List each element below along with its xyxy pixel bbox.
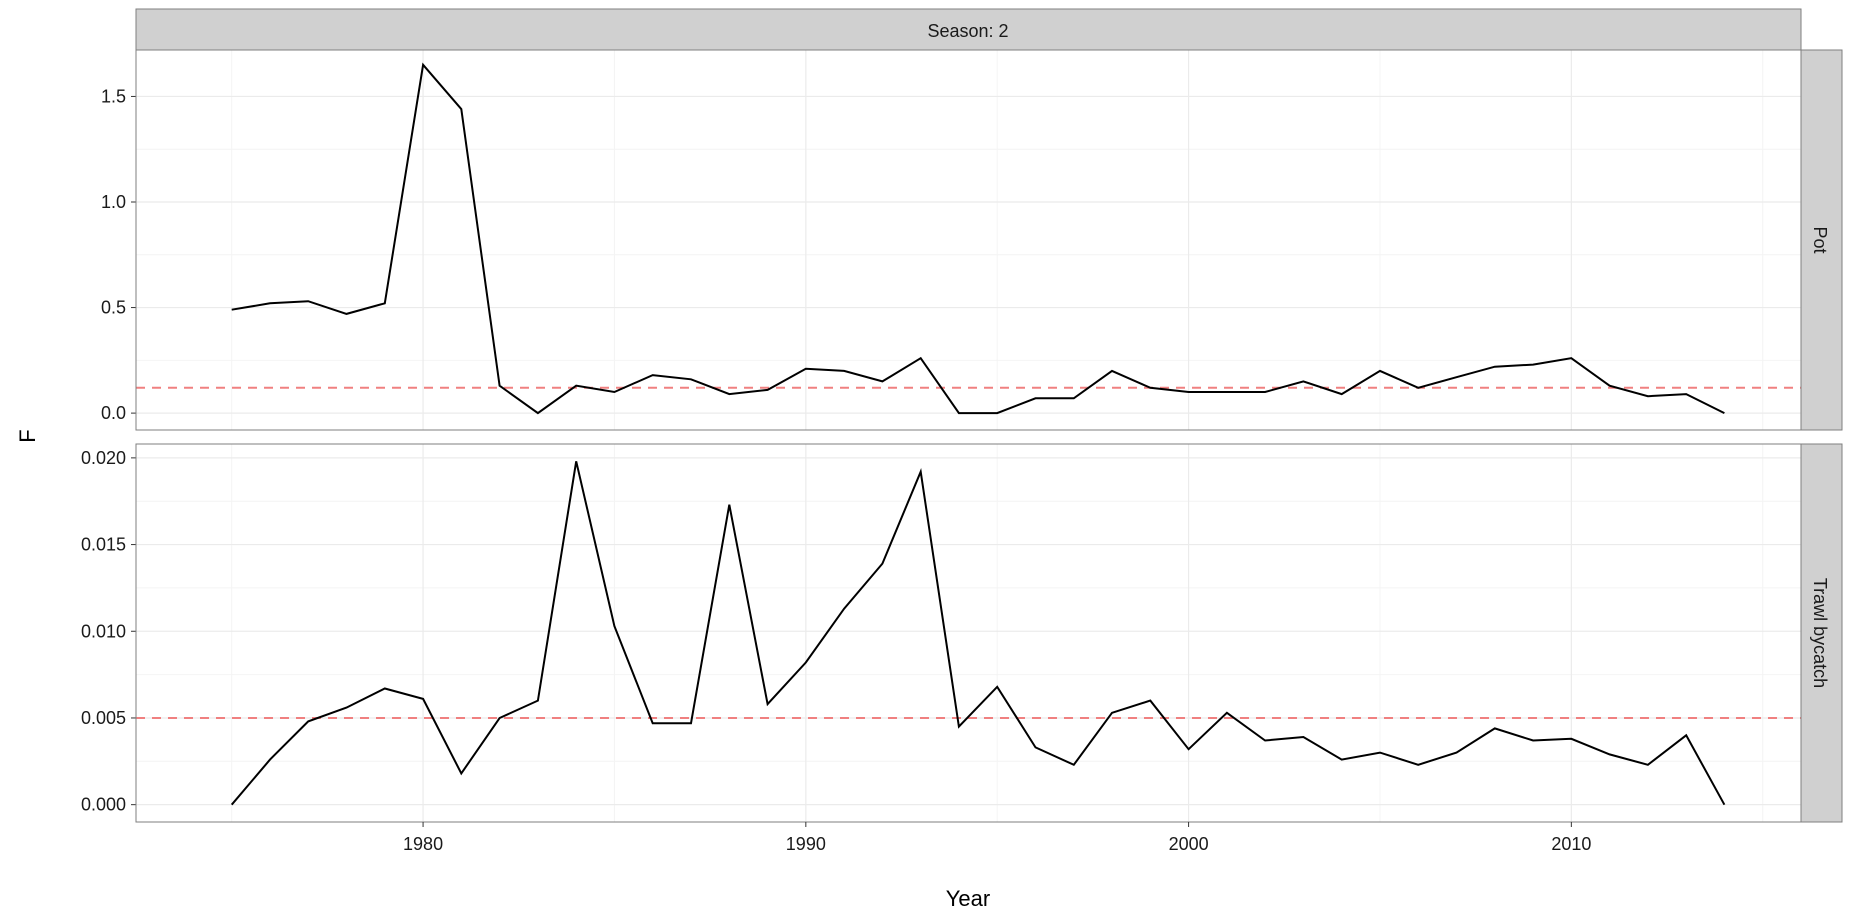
x-tick-label: 2010 xyxy=(1551,834,1591,854)
panel-label-trawl-bycatch: Trawl bycatch xyxy=(1810,578,1830,688)
x-axis-ticks: 1980 1990 2000 2010 xyxy=(403,822,1591,854)
facet-title: Season: 2 xyxy=(927,21,1008,41)
x-axis-title: Year xyxy=(946,886,990,911)
panel-pot: 0.0 0.5 1.0 1.5 xyxy=(101,49,1802,431)
panel-label-pot: Pot xyxy=(1810,226,1830,253)
facet-strip-right-trawl xyxy=(1800,443,1843,823)
y-tick-label: 0.5 xyxy=(101,298,126,318)
y-tick-label: 1.5 xyxy=(101,86,126,106)
y-tick-label: 1.0 xyxy=(101,192,126,212)
y-tick-label: 0.000 xyxy=(81,795,126,815)
facet-strip-right-pot xyxy=(1800,49,1843,431)
y-tick-label: 0.0 xyxy=(101,403,126,423)
series-line xyxy=(231,62,1725,415)
y-axis-title: F xyxy=(15,429,40,442)
x-tick-label: 2000 xyxy=(1169,834,1209,854)
y-tick-label: 0.020 xyxy=(81,448,126,468)
x-tick-label: 1990 xyxy=(786,834,826,854)
panel-background xyxy=(136,50,1801,430)
y-tick-label: 0.005 xyxy=(81,708,126,728)
x-tick-label: 1980 xyxy=(403,834,443,854)
y-tick-label: 0.010 xyxy=(81,621,126,641)
y-tick-label: 0.015 xyxy=(81,535,126,555)
facet-strip-top xyxy=(135,8,1802,51)
panel-trawl-bycatch: 0.000 0.005 0.010 0.015 0.020 xyxy=(81,443,1802,823)
series-line xyxy=(230,461,1726,806)
panel-background xyxy=(136,444,1801,822)
